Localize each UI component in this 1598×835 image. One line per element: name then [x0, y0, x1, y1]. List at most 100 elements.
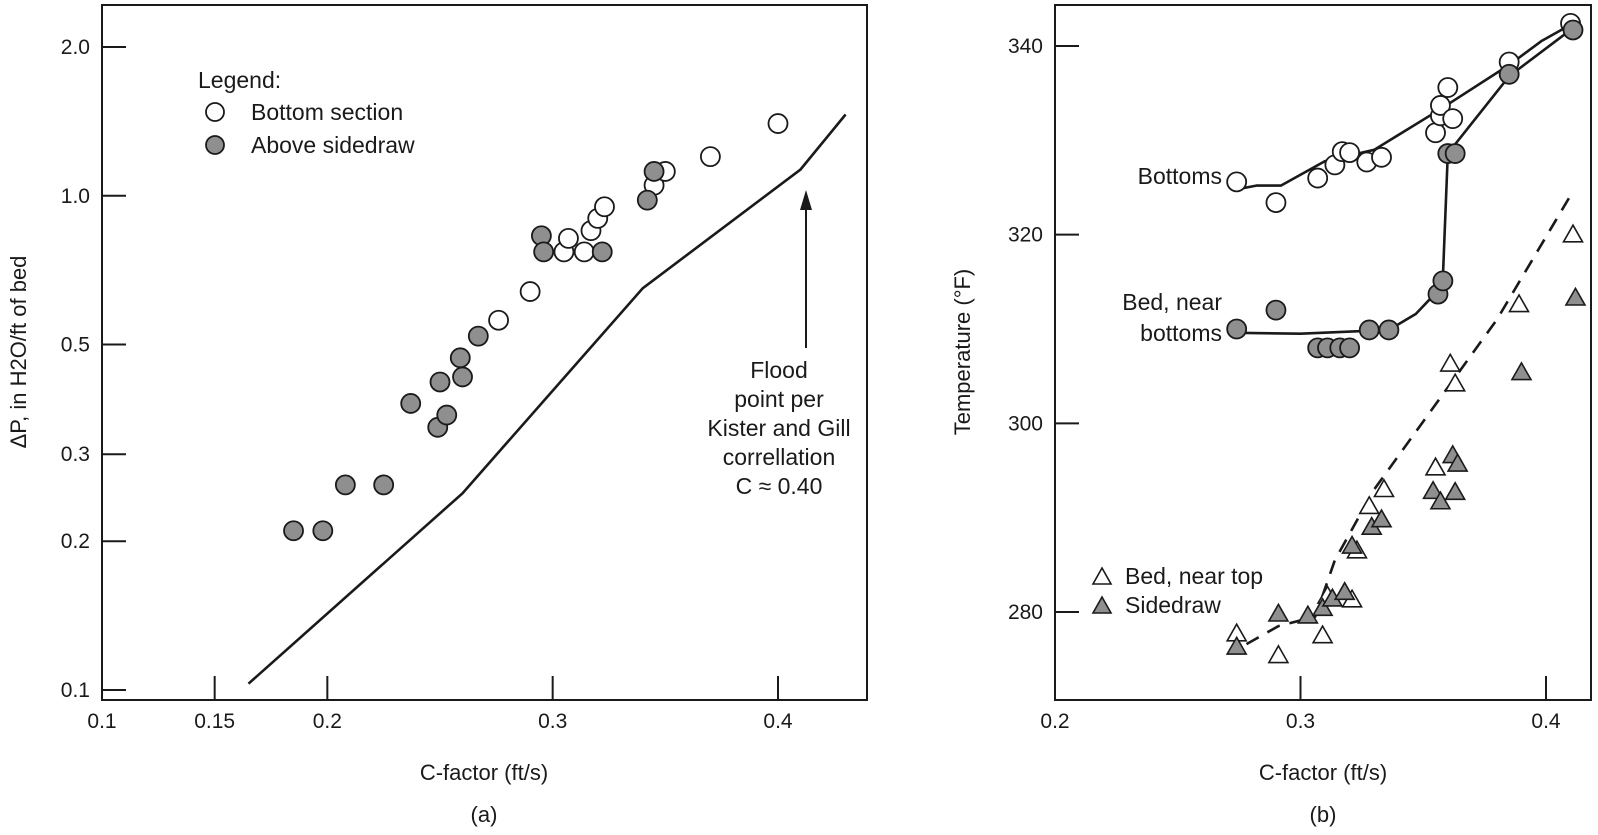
- panel-b-y-axis-label: Temperature (°F): [950, 269, 975, 436]
- bed-near-top-point: [1373, 478, 1395, 498]
- panel-a-y-tick-label: 0.3: [61, 443, 90, 466]
- bottom-section-point: [519, 281, 541, 302]
- panel-a-points: [283, 113, 789, 542]
- above-sidedraw-point: [636, 189, 658, 211]
- sidedraw-point: [1341, 534, 1363, 554]
- panel-a-line-layer: [247, 113, 847, 685]
- flood-point-annotation: Flood point per Kister and Gill corrella…: [707, 190, 851, 499]
- panel-b-legend: Bed, near top Sidedraw: [1091, 563, 1263, 618]
- legend-above-sidedraw-marker: [205, 135, 225, 155]
- legend-bottom-section-marker: [205, 102, 225, 122]
- panel-b-points: [1225, 12, 1587, 664]
- bottoms-point: [1226, 171, 1248, 193]
- panel-b-x-axis-label: C-factor (ft/s): [1259, 760, 1387, 785]
- sidedraw-point: [1444, 481, 1467, 501]
- flood-annotation-line-5: C ≈ 0.40: [736, 473, 823, 499]
- bed-near-bottoms-point: [1378, 319, 1400, 341]
- panel-a-x-ticks: 0.1 0.15 0.2 0.3 0.4: [87, 676, 793, 733]
- flood-annotation-line-1: Flood: [750, 357, 808, 383]
- bed-near-top-point: [1562, 223, 1584, 243]
- panel-a-y-tick-label: 1.0: [61, 185, 90, 208]
- panel-b-x-tick-label: 0.2: [1040, 710, 1069, 733]
- sidedraw-point: [1311, 597, 1334, 617]
- panel-a-x-tick-label: 0.2: [313, 710, 342, 733]
- bed-near-top-point: [1444, 372, 1467, 392]
- above-sidedraw-point: [467, 325, 489, 347]
- bed-near-bottoms-point: [1562, 19, 1584, 41]
- bed-near-top-sidedraw-curve: [1245, 190, 1575, 646]
- bottom-section-point: [594, 196, 615, 218]
- above-sidedraw-point: [643, 161, 665, 182]
- panel-a-y-tick-label: 0.5: [61, 334, 90, 357]
- bottom-section-point: [700, 146, 721, 168]
- bed-near-bottoms-label-line-2: bottoms: [1140, 320, 1222, 346]
- bottoms-point: [1339, 142, 1360, 163]
- bed-near-bottoms-label-line-1: Bed, near: [1122, 289, 1222, 315]
- panel-a-legend-title: Legend:: [198, 67, 281, 93]
- bed-near-bottoms-point: [1358, 319, 1380, 341]
- panel-a-plot-frame: [101, 4, 868, 701]
- panel-b-y-tick-label: 300: [1008, 412, 1043, 435]
- flood-arrow-head: [800, 190, 812, 210]
- flood-annotation-line-2: point per: [734, 386, 824, 412]
- panel-a-legend: Legend: Bottom section Above sidedraw: [198, 67, 415, 158]
- legend-bed-near-top-marker: [1091, 566, 1113, 585]
- sidedraw-point: [1370, 508, 1393, 528]
- panel-a-x-tick-label: 0.4: [763, 710, 793, 733]
- panel-b-y-tick-label: 320: [1008, 224, 1043, 247]
- panel-a-x-axis-label: C-factor (ft/s): [420, 760, 548, 785]
- panel-b-y-tick-label: 340: [1008, 35, 1043, 58]
- sidedraw-point: [1564, 286, 1587, 306]
- panel-a-x-tick-label: 0.1: [87, 710, 116, 733]
- sidedraw-point: [1429, 490, 1452, 510]
- bottoms-curve: [1236, 22, 1574, 191]
- flood-annotation-line-3: Kister and Gill: [707, 415, 850, 441]
- above-sidedraw-point: [591, 241, 613, 263]
- panel-b-y-ticks: 280 300 320 340: [1008, 35, 1079, 624]
- panel-a-caption: (a): [471, 802, 498, 827]
- bottoms-point: [1371, 146, 1392, 168]
- panel-a-x-tick-label: 0.15: [194, 710, 235, 733]
- flood-correlation-line: [247, 113, 847, 685]
- panel-a-x-tick-label: 0.3: [538, 710, 567, 733]
- bed-near-top-point: [1358, 495, 1381, 515]
- bottoms-point: [1265, 192, 1287, 213]
- panel-b-x-tick-label: 0.4: [1531, 710, 1561, 733]
- above-sidedraw-point: [533, 241, 555, 263]
- sidedraw-point: [1446, 452, 1469, 472]
- bottoms-point: [1425, 122, 1446, 144]
- legend-sidedraw-label: Sidedraw: [1125, 592, 1221, 618]
- panel-a-y-tick-label: 0.2: [61, 530, 90, 553]
- sidedraw-point: [1333, 581, 1356, 601]
- bottoms-curve-label: Bottoms: [1138, 163, 1222, 189]
- panel-b-chart: 0.2 0.3 0.4 280 300 320 340 Bottoms Bed, near…: [950, 4, 1592, 827]
- legend-sidedraw-marker: [1091, 595, 1113, 614]
- sidedraw-point: [1267, 602, 1290, 622]
- bed-near-top-point: [1439, 352, 1462, 372]
- bottom-section-point: [573, 241, 595, 263]
- bottoms-point: [1437, 77, 1459, 98]
- bed-near-top-point: [1424, 456, 1447, 476]
- panel-a-y-tick-label: 2.0: [61, 36, 90, 59]
- above-sidedraw-point: [400, 393, 422, 414]
- panel-a-y-axis-label: ΔP, in H2O/ft of bed: [6, 256, 31, 449]
- bed-near-bottoms-point: [1226, 318, 1248, 340]
- bottoms-point: [1442, 108, 1464, 130]
- above-sidedraw-point: [449, 347, 471, 369]
- bed-near-top-point: [1508, 293, 1530, 313]
- panel-a-y-tick-label: 0.1: [61, 679, 90, 702]
- legend-bed-near-top-label: Bed, near top: [1125, 563, 1263, 589]
- panel-b-caption: (b): [1310, 802, 1337, 827]
- above-sidedraw-point: [373, 474, 395, 496]
- bed-near-bottoms-point: [1498, 63, 1520, 85]
- above-sidedraw-point: [429, 371, 451, 393]
- bottom-section-point: [558, 227, 579, 249]
- panel-a-y-ticks: 0.1 0.2 0.3 0.5 1.0 2.0: [61, 36, 126, 702]
- sidedraw-point: [1422, 480, 1444, 500]
- above-sidedraw-point: [312, 520, 334, 542]
- panel-a-chart: 0.1 0.15 0.2 0.3 0.4 0.1 0.2 0.3 0.5 1.0 2.0 Lege…: [6, 4, 868, 827]
- sidedraw-point: [1510, 361, 1533, 381]
- panel-b-x-ticks: 0.2 0.3 0.4: [1040, 676, 1561, 733]
- above-sidedraw-point: [452, 366, 473, 388]
